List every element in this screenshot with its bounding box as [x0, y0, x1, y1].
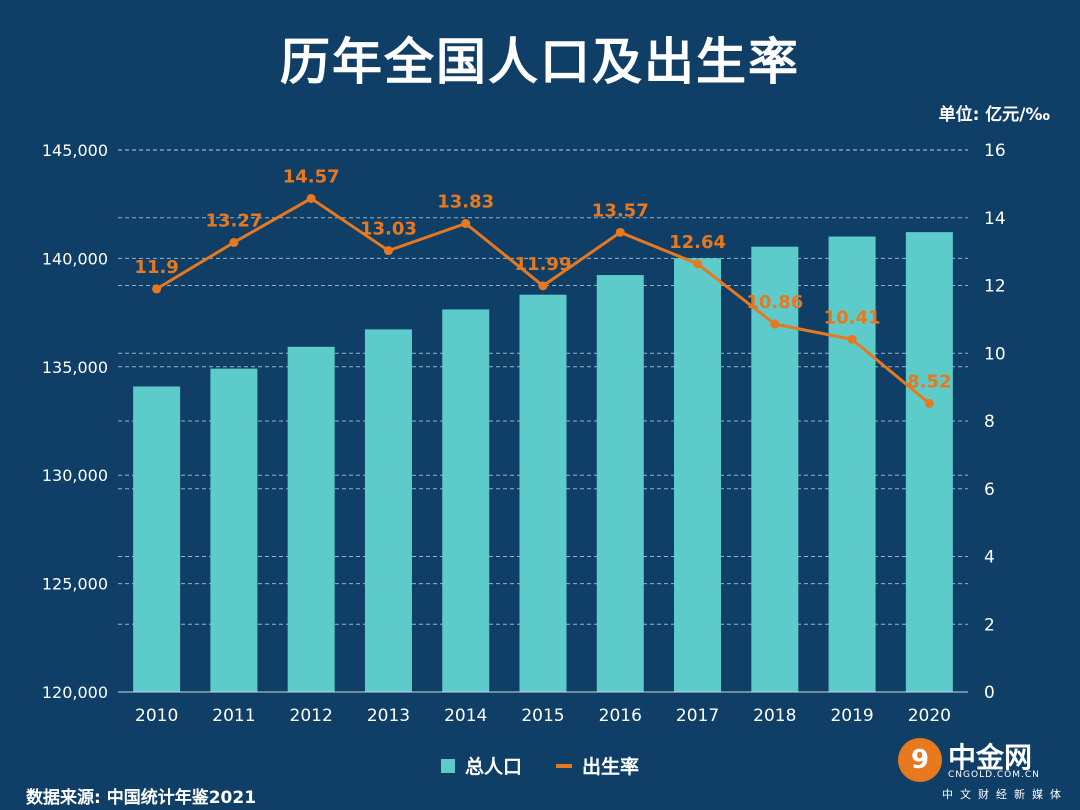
- legend-label-birthrate: 出生率: [582, 756, 640, 778]
- legend-swatch-line: [556, 763, 572, 768]
- x-tick-label: 2016: [599, 706, 642, 726]
- birthrate-data-label: 13.83: [437, 192, 494, 213]
- y-left-tick-label: 130,000: [42, 466, 108, 485]
- birthrate-point-2012: [306, 193, 316, 203]
- chart-title: 历年全国人口及出生率: [280, 33, 800, 91]
- logo-subtitle: 中文财经新媒体: [942, 788, 1068, 801]
- legend-item-population: 总人口: [440, 752, 522, 779]
- bar-2010: [133, 386, 181, 692]
- bar-2018: [751, 246, 799, 692]
- birthrate-point-2019: [847, 334, 857, 344]
- y-left-tick-label: 145,000: [42, 141, 108, 160]
- legend-swatch-bar: [440, 758, 455, 773]
- x-tick-label: 2010: [135, 706, 178, 726]
- birthrate-data-label: 12.64: [669, 232, 726, 253]
- x-tick-label: 2011: [212, 706, 255, 726]
- birthrate-data-label: 13.03: [360, 219, 417, 240]
- y-right-tick-label: 14: [984, 209, 1006, 229]
- birthrate-point-2014: [461, 219, 471, 229]
- y-right-tick-label: 10: [984, 344, 1006, 364]
- birthrate-point-2015: [538, 281, 548, 291]
- legend-label-population: 总人口: [464, 756, 522, 778]
- birthrate-data-label: 11.9: [134, 257, 178, 278]
- x-tick-label: 2020: [908, 706, 951, 726]
- birthrate-data-label: 13.27: [205, 210, 262, 231]
- legend: 总人口 出生率: [0, 752, 1080, 779]
- x-tick-label: 2019: [830, 706, 873, 726]
- birthrate-point-2011: [229, 237, 239, 247]
- birthrate-data-label: 10.41: [824, 307, 881, 328]
- logo-name: 中金网: [948, 741, 1033, 774]
- bar-2012: [287, 346, 335, 692]
- birthrate-point-2010: [152, 284, 162, 294]
- y-left-tick-label: 125,000: [42, 575, 108, 594]
- logo-mark-icon: 9: [898, 738, 942, 782]
- bar-2011: [210, 368, 258, 692]
- birthrate-point-2018: [770, 319, 780, 329]
- y-right-tick-label: 0: [984, 683, 995, 703]
- y-right-tick-label: 8: [984, 412, 995, 432]
- bar-2016: [596, 275, 644, 692]
- x-tick-label: 2015: [521, 706, 564, 726]
- y-right-tick-label: 4: [984, 548, 995, 568]
- birthrate-data-label: 11.99: [515, 254, 572, 275]
- birthrate-data-label: 14.57: [283, 166, 340, 187]
- bar-2020: [905, 232, 953, 692]
- y-left-tick-label: 140,000: [42, 249, 108, 268]
- bar-2013: [364, 329, 412, 692]
- birthrate-data-label: 13.57: [592, 200, 649, 221]
- x-tick-label: 2014: [444, 706, 487, 726]
- logo-url: CNGOLD.COM.CN: [948, 770, 1040, 780]
- bar-2017: [674, 258, 722, 692]
- birthrate-data-label: 10.86: [746, 292, 803, 313]
- birthrate-data-label: 8.52: [907, 371, 951, 392]
- cngold-logo: 9 中金网 CNGOLD.COM.CN 中文财经新媒体: [898, 736, 1068, 802]
- data-source: 数据来源: 中国统计年鉴2021: [26, 788, 257, 808]
- bar-2015: [519, 294, 567, 692]
- y-left-tick-label: 135,000: [42, 358, 108, 377]
- x-tick-label: 2018: [753, 706, 796, 726]
- birthrate-point-2016: [615, 227, 625, 237]
- birthrate-point-2017: [693, 259, 703, 269]
- x-tick-label: 2012: [290, 706, 333, 726]
- bar-2014: [442, 309, 490, 692]
- y-right-tick-label: 6: [984, 480, 995, 500]
- unit-label: 单位: 亿元/‰: [938, 105, 1050, 125]
- x-tick-label: 2017: [676, 706, 719, 726]
- birthrate-point-2020: [924, 398, 934, 408]
- y-left-tick-label: 120,000: [42, 683, 108, 702]
- y-right-tick-label: 2: [984, 615, 995, 635]
- y-right-tick-label: 16: [984, 141, 1006, 161]
- x-tick-label: 2013: [367, 706, 410, 726]
- bar-2019: [828, 236, 876, 692]
- birthrate-point-2013: [383, 246, 393, 256]
- legend-item-birthrate: 出生率: [556, 752, 639, 779]
- population-birthrate-chart: 120,000 125,000 130,000 135,000 140,000 145,0…: [42, 141, 1006, 726]
- y-right-tick-label: 12: [984, 277, 1006, 297]
